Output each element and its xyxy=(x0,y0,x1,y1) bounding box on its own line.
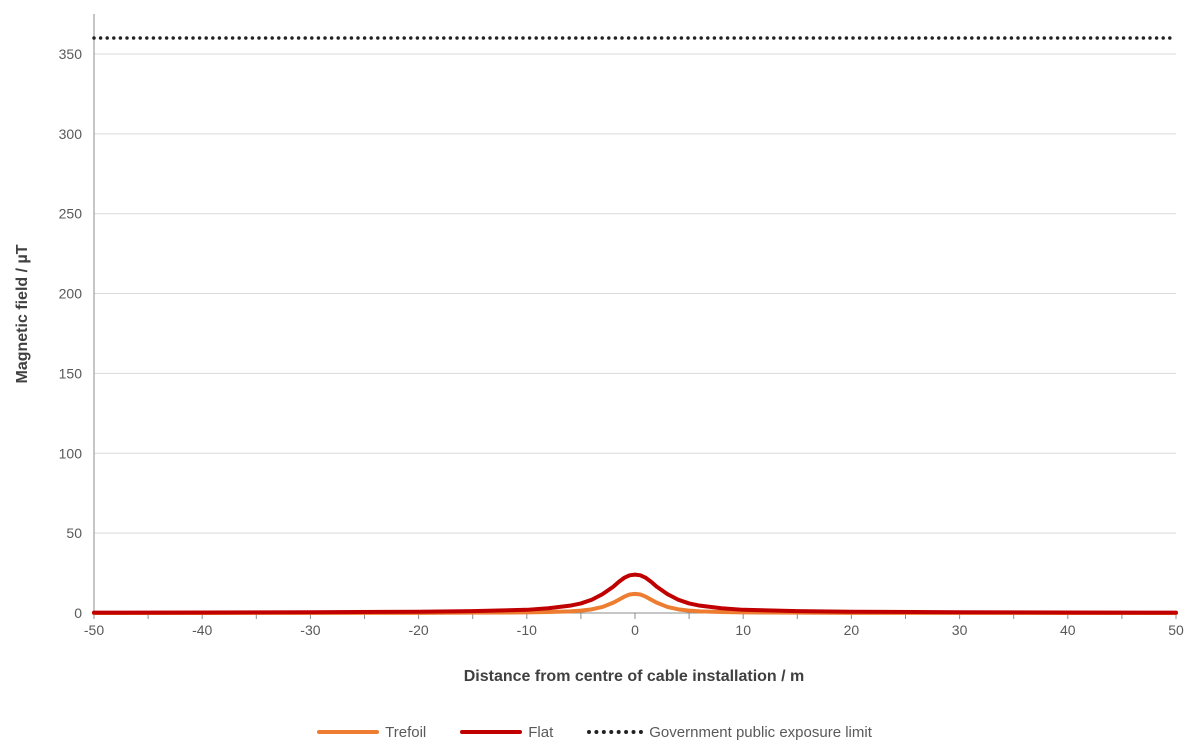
y-tick-label: 50 xyxy=(66,525,82,541)
legend-item-flat: Flat xyxy=(460,724,553,741)
legend-swatch-trefoil xyxy=(317,730,380,734)
legend-swatch-flat xyxy=(460,730,523,734)
x-tick-label: -20 xyxy=(408,622,428,638)
legend-label-exposure-limit: Government public exposure limit xyxy=(649,723,872,741)
x-axis-title: Distance from centre of cable installati… xyxy=(464,668,805,685)
legend: Trefoil Flat Government public exposure … xyxy=(0,722,1189,742)
x-tick-label: 40 xyxy=(1060,622,1076,638)
y-tick-label: 350 xyxy=(59,46,83,62)
x-tick-label: 30 xyxy=(952,622,968,638)
series-line-trefoil xyxy=(92,591,1178,615)
gridlines xyxy=(94,53,1176,534)
legend-item-trefoil: Trefoil xyxy=(317,724,426,741)
x-tick-label: 10 xyxy=(735,622,751,638)
y-axis-title: Magnetic field / µT xyxy=(14,244,31,383)
legend-swatch-exposure-limit xyxy=(587,730,644,734)
y-tick-label: 150 xyxy=(59,365,83,381)
chart: 0 50 100 150 200 250 300 350 -50 -40 -30 -20 -10 0 10 2… xyxy=(14,14,1184,685)
y-tick-label: 200 xyxy=(59,286,83,302)
series-line-flat xyxy=(92,572,1178,615)
x-tick-label: -50 xyxy=(84,622,104,638)
x-tick-label: -30 xyxy=(300,622,320,638)
x-tick-label: 0 xyxy=(631,622,639,638)
y-tick-label: 250 xyxy=(59,206,83,222)
legend-label-flat: Flat xyxy=(528,723,554,741)
x-tick-label: -40 xyxy=(192,622,212,638)
legend-item-exposure-limit: Government public exposure limit xyxy=(587,724,872,741)
x-tick-label: -10 xyxy=(517,622,537,638)
y-tick-label: 300 xyxy=(59,126,83,142)
y-tick-label: 0 xyxy=(74,605,82,621)
x-tick-label: 20 xyxy=(844,622,860,638)
y-tick-label: 100 xyxy=(59,445,83,461)
axes xyxy=(93,14,1177,619)
tick-labels: 0 50 100 150 200 250 300 350 -50 -40 -30 -20 -10 0 10 2… xyxy=(59,46,1184,638)
legend-label-trefoil: Trefoil xyxy=(385,723,427,741)
x-tick-label: 50 xyxy=(1168,622,1184,638)
series-lines xyxy=(92,36,1178,615)
